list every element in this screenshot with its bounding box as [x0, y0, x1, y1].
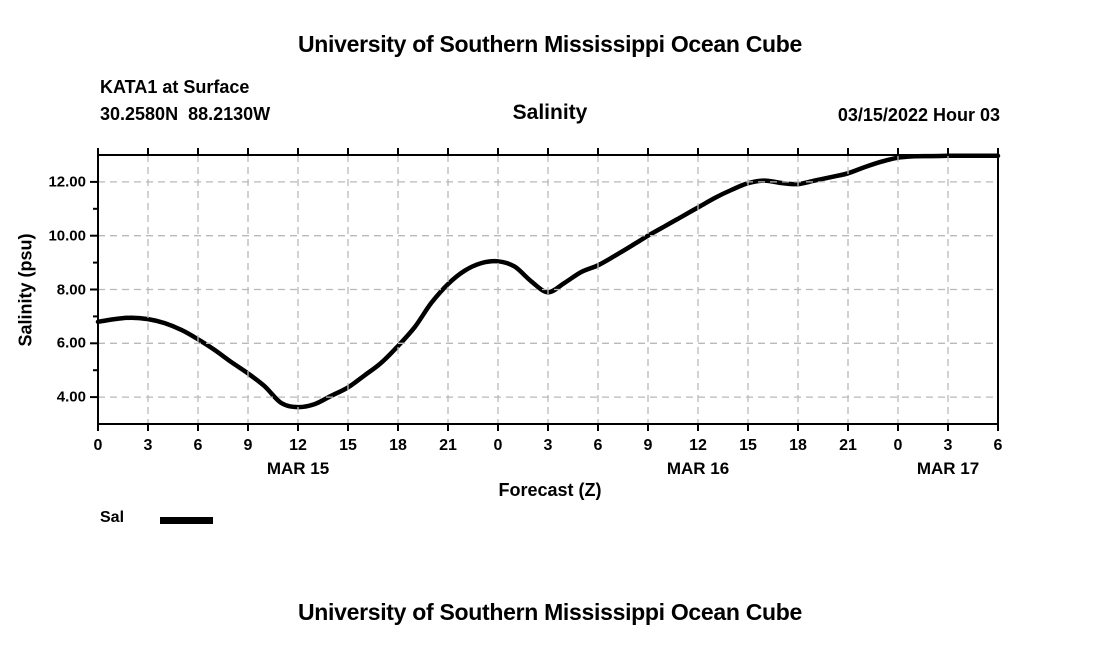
forecast-valid-time: 03/15/2022 Hour 03	[837, 105, 1000, 125]
page-title: University of Southern Mississippi Ocean…	[297, 31, 803, 57]
x-tick-label: 15	[339, 437, 357, 454]
y-tick-label: 8.00	[56, 281, 86, 298]
x-tick-label: 9	[243, 437, 253, 454]
x-tick-label: 6	[593, 437, 603, 454]
plot-variable-title: Salinity	[512, 101, 588, 124]
x-tick-label: 6	[993, 437, 1003, 454]
x-tick-label: 18	[389, 437, 407, 454]
x-tick-label: 21	[839, 437, 857, 454]
station-label: KATA1 at Surface	[100, 77, 250, 97]
x-tick-label: 0	[493, 437, 503, 454]
x-tick-label: 12	[689, 437, 707, 454]
legend-series-label: Sal	[100, 509, 125, 526]
legend-line-swatch	[160, 517, 213, 524]
x-tick-label: 18	[789, 437, 807, 454]
x-tick-label: 9	[643, 437, 653, 454]
y-tick-label: 10.00	[48, 227, 86, 245]
x-tick-label: 21	[439, 437, 457, 454]
x-tick-label: 6	[193, 437, 203, 454]
x-date-label: MAR 16	[666, 459, 730, 478]
y-tick-label: 12.00	[48, 173, 86, 191]
x-tick-label: 3	[143, 437, 153, 454]
x-tick-label: 0	[893, 437, 903, 454]
x-tick-label: 15	[739, 437, 757, 454]
x-date-label: MAR 17	[916, 459, 980, 478]
x-tick-label: 3	[543, 437, 553, 454]
footer-title: University of Southern Mississippi Ocean…	[297, 599, 803, 625]
x-axis-title: Forecast (Z)	[498, 480, 602, 500]
x-date-label: MAR 15	[266, 459, 330, 478]
y-tick-label: 4.00	[56, 388, 86, 406]
y-axis-title: Salinity (psu)	[15, 233, 36, 347]
x-tick-label: 12	[289, 437, 307, 454]
x-tick-label: 0	[93, 437, 103, 454]
x-tick-label: 3	[943, 437, 953, 454]
y-tick-label: 6.00	[56, 334, 86, 352]
station-coordinates: 30.2580N 88.2130W	[100, 104, 271, 124]
